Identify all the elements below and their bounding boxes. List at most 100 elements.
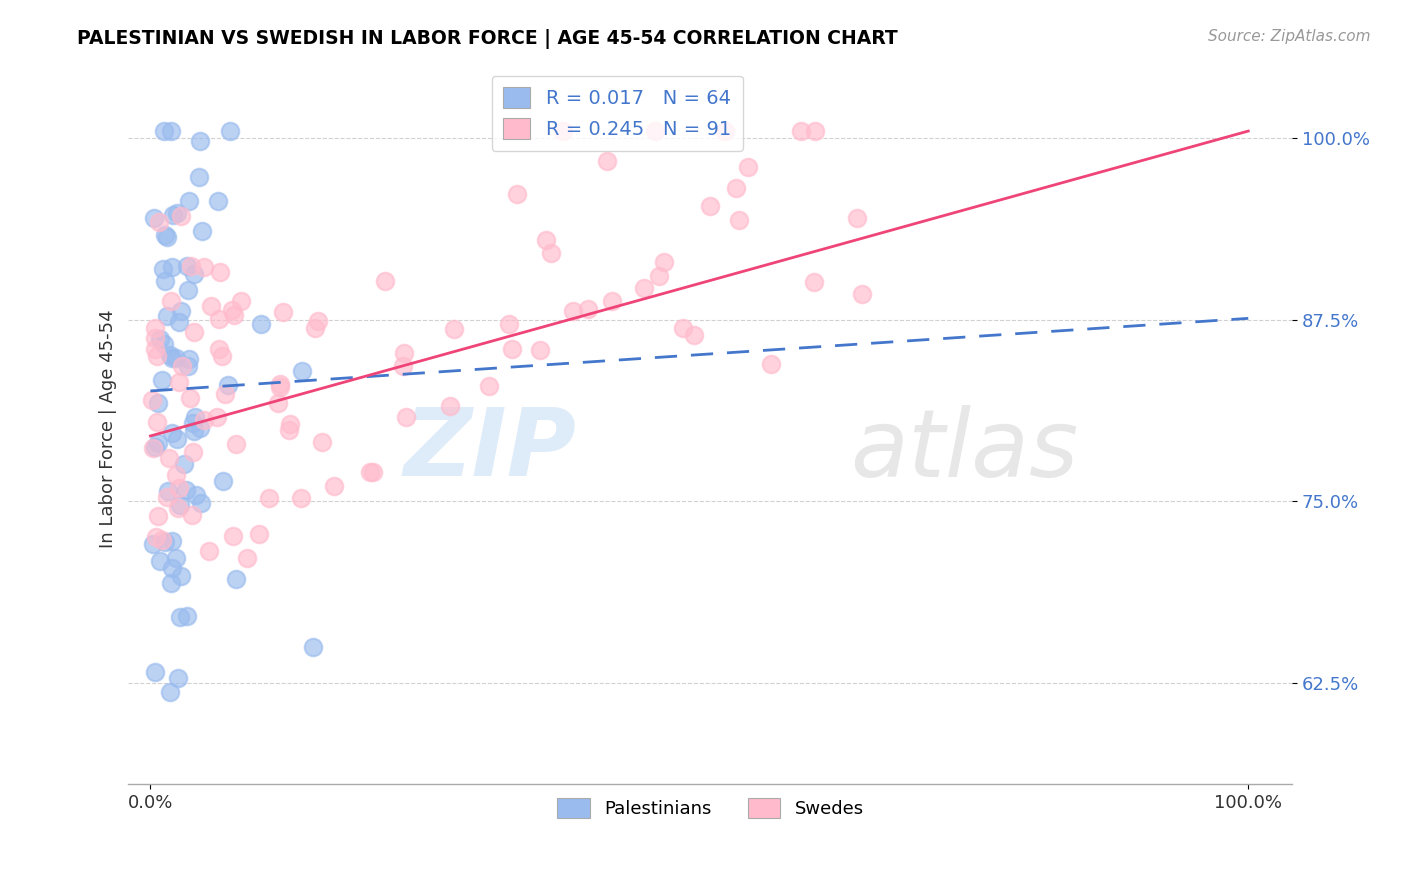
Point <box>644 124 666 138</box>
Point <box>374 274 396 288</box>
Point <box>699 199 721 213</box>
Point <box>208 342 231 356</box>
Point <box>207 409 229 424</box>
Point <box>443 321 465 335</box>
Point <box>165 351 187 365</box>
Point <box>143 211 166 225</box>
Point <box>179 391 201 405</box>
Point <box>177 194 200 208</box>
Point <box>160 534 183 549</box>
Point <box>145 440 167 454</box>
Point <box>217 377 239 392</box>
Point <box>160 124 183 138</box>
Point <box>221 303 243 318</box>
Point <box>145 530 167 544</box>
Point <box>562 304 585 318</box>
Point <box>803 124 825 138</box>
Text: atlas: atlas <box>851 405 1078 496</box>
Point <box>439 399 461 413</box>
Y-axis label: In Labor Force | Age 45-54: In Labor Force | Age 45-54 <box>100 310 117 548</box>
Point <box>170 359 193 373</box>
Point <box>267 395 290 409</box>
Point <box>190 496 212 510</box>
Point <box>166 206 188 220</box>
Point <box>156 490 179 504</box>
Point <box>165 468 187 483</box>
Point <box>236 551 259 566</box>
Point <box>155 310 177 324</box>
Point <box>229 293 252 308</box>
Point <box>225 572 247 586</box>
Point <box>183 325 205 339</box>
Point <box>142 537 165 551</box>
Point <box>269 376 291 391</box>
Point <box>146 396 169 410</box>
Text: ZIP: ZIP <box>404 404 576 496</box>
Point <box>177 359 200 373</box>
Point <box>307 313 329 327</box>
Point <box>247 526 270 541</box>
Point <box>501 342 523 356</box>
Point <box>529 343 551 358</box>
Point <box>359 465 381 479</box>
Point <box>648 268 671 283</box>
Point <box>180 508 202 522</box>
Point <box>540 246 562 260</box>
Point <box>395 410 418 425</box>
Point <box>534 233 557 247</box>
Point <box>682 327 704 342</box>
Point <box>207 194 229 208</box>
Point <box>167 481 190 495</box>
Point <box>392 359 415 374</box>
Point <box>184 409 207 424</box>
Point <box>153 227 176 242</box>
Point <box>160 425 183 440</box>
Point <box>186 488 208 502</box>
Point <box>170 569 193 583</box>
Point <box>149 332 172 346</box>
Point <box>173 457 195 471</box>
Point <box>167 671 190 685</box>
Point <box>361 465 384 479</box>
Point <box>166 432 188 446</box>
Point <box>759 357 782 371</box>
Point <box>169 209 191 223</box>
Point <box>183 424 205 438</box>
Point <box>177 283 200 297</box>
Point <box>141 392 163 407</box>
Point <box>727 213 749 227</box>
Point <box>170 303 193 318</box>
Text: PALESTINIAN VS SWEDISH IN LABOR FORCE | AGE 45-54 CORRELATION CHART: PALESTINIAN VS SWEDISH IN LABOR FORCE | … <box>77 29 898 48</box>
Point <box>150 533 173 548</box>
Point <box>143 665 166 679</box>
Point <box>188 169 211 184</box>
Point <box>177 352 200 367</box>
Point <box>156 483 179 498</box>
Point <box>159 294 181 309</box>
Point <box>291 363 314 377</box>
Point <box>250 317 273 331</box>
Point <box>392 346 415 360</box>
Point <box>159 685 181 699</box>
Point <box>142 441 165 455</box>
Point <box>149 554 172 568</box>
Point <box>219 124 242 138</box>
Point <box>183 267 205 281</box>
Point <box>737 160 759 174</box>
Point <box>146 349 169 363</box>
Point <box>180 259 202 273</box>
Point <box>259 491 281 506</box>
Point <box>146 436 169 450</box>
Point <box>211 349 233 363</box>
Point <box>222 529 245 543</box>
Point <box>181 416 204 430</box>
Point <box>725 181 748 195</box>
Point <box>713 124 735 138</box>
Point <box>225 437 247 451</box>
Point <box>160 576 183 591</box>
Point <box>672 321 695 335</box>
Point <box>157 451 180 466</box>
Point <box>222 308 245 322</box>
Point <box>200 299 222 313</box>
Point <box>803 275 825 289</box>
